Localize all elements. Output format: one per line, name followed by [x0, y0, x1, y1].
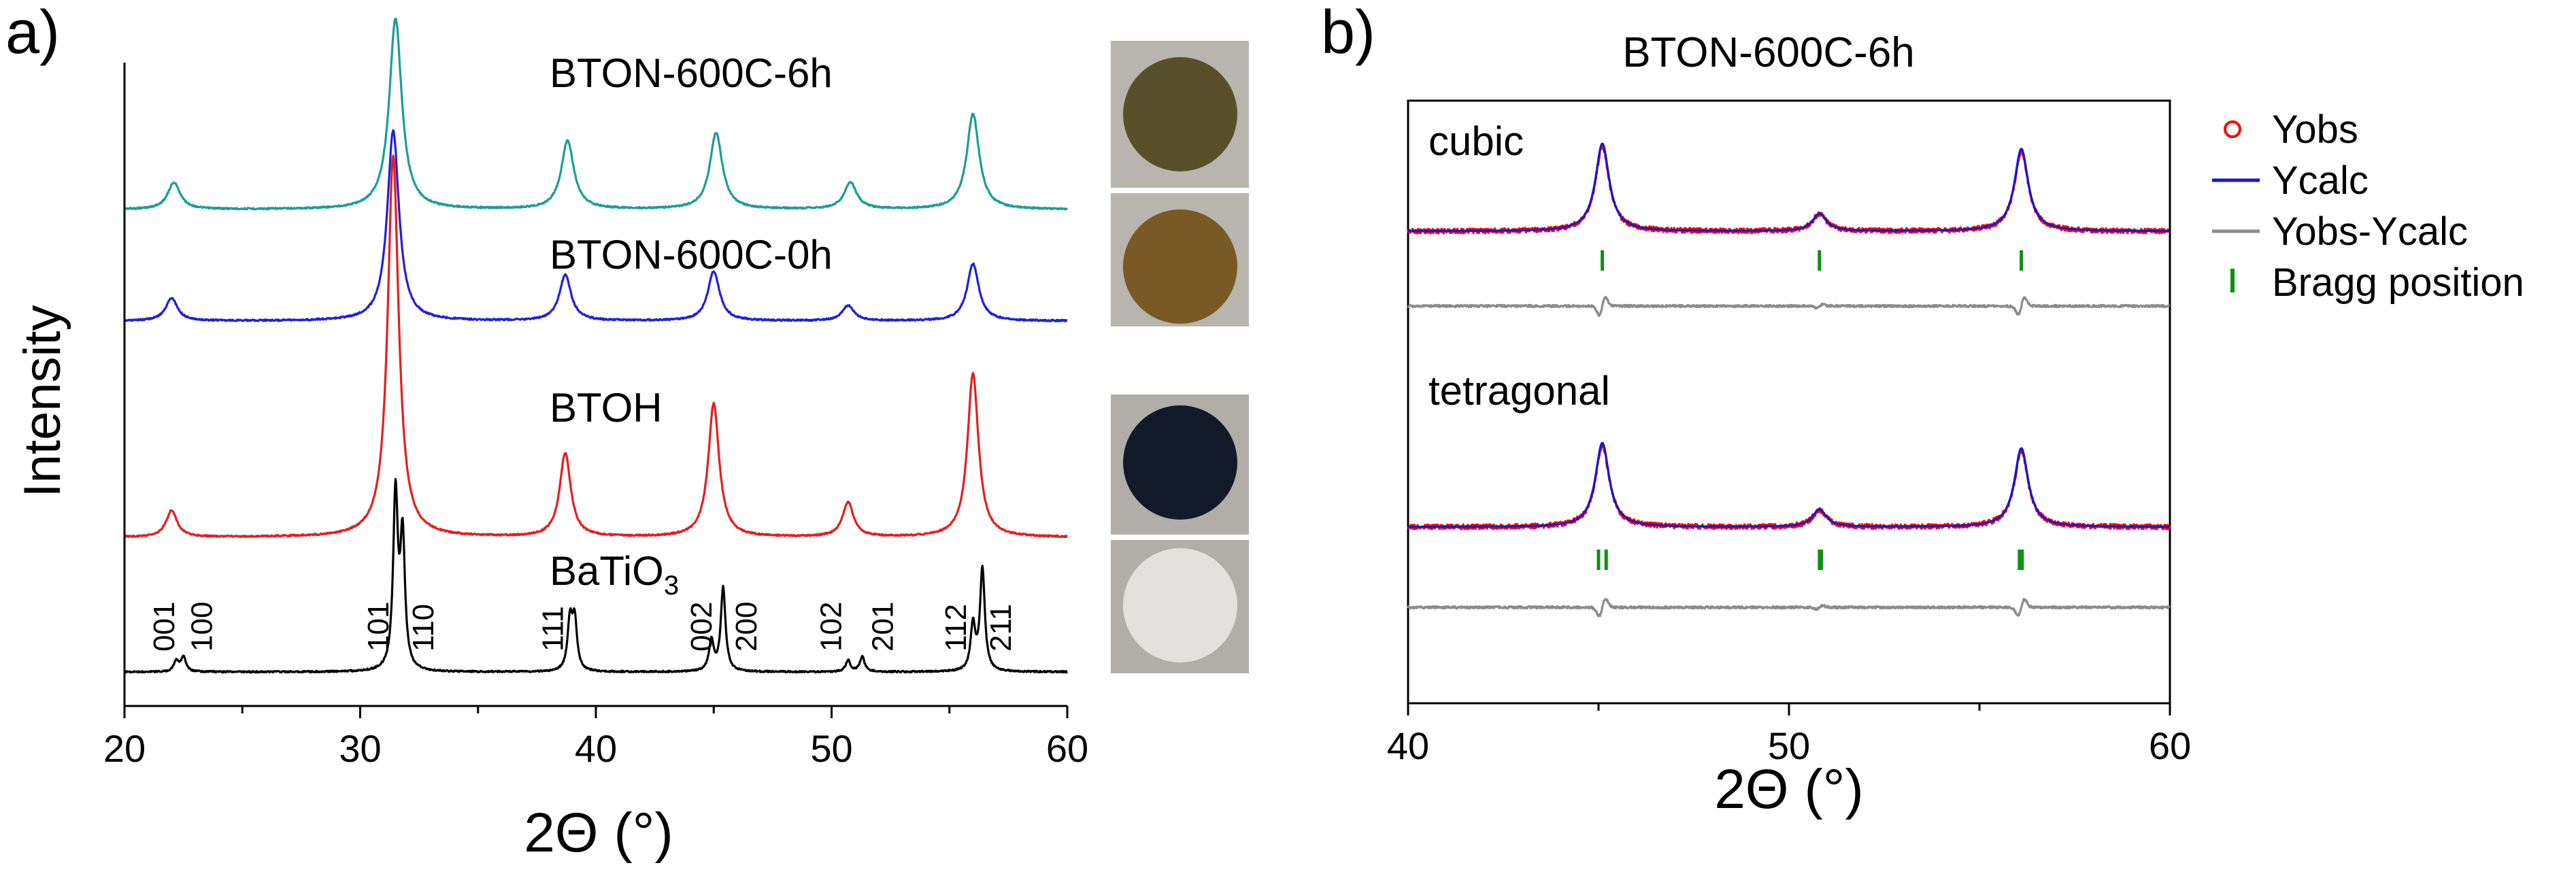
b-title: BTON-600C-6h — [1622, 29, 1915, 76]
a-x-tick-label: 50 — [810, 727, 852, 770]
hkl-label: 110 — [407, 604, 440, 652]
trace-batio — [123, 477, 1068, 674]
trace-btoh — [124, 154, 1068, 539]
hkl-label: 211 — [984, 604, 1018, 652]
a-x-ticks: 20 30 40 50 60 — [103, 706, 1088, 770]
b-diff-cubic — [1407, 295, 2171, 317]
a-x-tick-label: 40 — [575, 727, 617, 770]
b-x-ticks: 40 50 60 — [1387, 703, 2191, 767]
pellet-photo-bton-0h — [1123, 209, 1237, 324]
hkl-label: 111 — [537, 606, 570, 652]
legend-yobs-marker — [2224, 120, 2241, 138]
b-x-axis-label: 2Θ (°) — [1714, 758, 1864, 820]
y-axis-label: Intensity — [14, 305, 71, 497]
panel-b: b) BTON-600C-6h 40 50 60 cubic tetragonal … — [1321, 0, 2524, 820]
hkl-label: 101 — [362, 602, 395, 652]
panel-b-label: b) — [1321, 0, 1375, 67]
panel-a-label: a) — [5, 0, 60, 67]
legend-bragg-label: Bragg position — [2272, 260, 2524, 305]
trace-bton-600c-0h — [123, 129, 1068, 322]
b-legend: Yobs Ycalc Yobs-Ycalc Bragg position — [2212, 107, 2524, 305]
b-diff-tetragonal — [1407, 598, 2171, 618]
hkl-label: 112 — [939, 604, 973, 652]
a-series-labels: BTON-600C-6h BTON-600C-0h BTOH BaTiO3 — [550, 50, 833, 601]
legend-diff-label: Yobs-Ycalc — [2272, 209, 2468, 254]
hkl-label: 100 — [185, 602, 218, 652]
pellet-photo-btoh — [1123, 405, 1237, 520]
a-x-tick-label: 60 — [1046, 727, 1088, 770]
b-x-tick-label: 50 — [1768, 724, 1810, 767]
hkl-label: 102 — [815, 602, 848, 652]
a-traces — [123, 17, 1069, 674]
panel-a: a) Intensity BTON-600C-6hBTON-600C-0hBTO… — [5, 0, 1249, 864]
hkl-label: 001 — [148, 602, 181, 652]
series-label: BaTiO3 — [550, 548, 679, 601]
a-x-tick-label: 20 — [103, 727, 146, 770]
pellet-photo-bton-6h — [1123, 57, 1237, 171]
b-x-tick-label: 60 — [2149, 724, 2191, 767]
legend-ycalc-label: Ycalc — [2272, 158, 2369, 203]
trace-bton-600c-6h — [123, 17, 1069, 211]
a-x-tick-label: 30 — [339, 727, 381, 770]
b-ycalc-cubic — [1407, 142, 2171, 233]
b-subplot-label-cubic: cubic — [1428, 118, 1524, 164]
hkl-label: 201 — [867, 602, 900, 652]
series-label: BTON-600C-6h — [550, 50, 833, 96]
a-x-axis-label: 2Θ (°) — [524, 802, 673, 864]
b-ycalc-tetragonal — [1407, 441, 2171, 528]
series-label: BTOH — [550, 385, 663, 431]
hkl-label: 200 — [730, 602, 763, 652]
photo-strip — [1111, 41, 1249, 673]
hkl-label: 002 — [685, 602, 718, 652]
b-subplot-label-tetragonal: tetragonal — [1428, 368, 1610, 414]
a-hkl-labels: 001 100 101 110 111 002 200 102 201 112 211 — [148, 602, 1018, 652]
pellet-photo-batio3 — [1123, 548, 1237, 662]
b-traces — [1407, 142, 2171, 618]
b-yobs-tetragonal — [1407, 443, 2171, 530]
series-label: BTON-600C-0h — [550, 232, 833, 277]
legend-yobs-label: Yobs — [2272, 107, 2358, 152]
b-x-tick-label: 40 — [1387, 724, 1429, 767]
